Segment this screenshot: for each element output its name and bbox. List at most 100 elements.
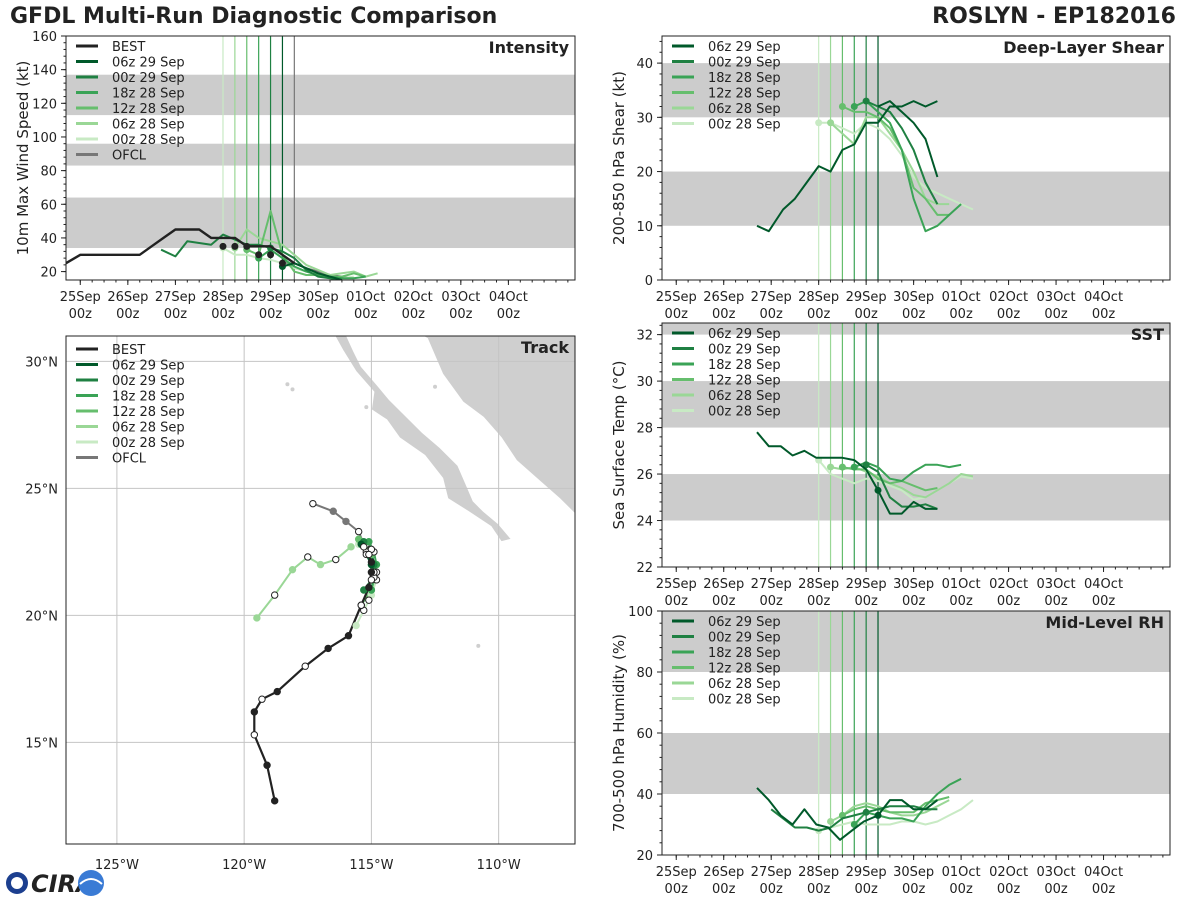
sst-xtick-label-7: 02Oct (989, 577, 1028, 592)
sst-marker-00z-29-sep-0 (862, 461, 870, 469)
track-legend-label-best: BEST (112, 343, 145, 358)
sst-ytick-label-28: 28 (636, 422, 653, 437)
sst-marker-06z-29-sep-0 (874, 486, 882, 494)
intensity-xtick-label-1: 26Sep (107, 290, 148, 305)
logo-badge-icon (78, 870, 104, 896)
intensity-xtick-sublabel-0: 00z (69, 307, 93, 322)
intensity-legend-label-12z-28-sep: 12z 28 Sep (112, 102, 185, 117)
sst-panel: 22 24 26 28 30 32 25Sep 00z 26Sep 00z 27Sep 00z 28Se… (610, 322, 1171, 609)
shear-series-06z-29-sep (756, 100, 938, 233)
shear-series-00z-28-sep (818, 121, 974, 211)
rh-xtick-sublabel-0: 00z (665, 882, 689, 897)
shear-xtick-sublabel-9: 00z (1092, 307, 1116, 322)
track-frame (65, 335, 576, 845)
shear-xtick-label-2: 27Sep (751, 290, 792, 305)
shear-ylabel: 200-850 hPa Shear (kt) (610, 71, 628, 245)
sst-ytick-label-24: 24 (636, 515, 653, 530)
intensity-ytick-label-160: 160 (32, 30, 57, 45)
intensity-marker-best-2 (243, 242, 251, 250)
shear-xtick-sublabel-7: 00z (997, 307, 1021, 322)
track-legend-label-00z-28-sep: 00z 28 Sep (112, 436, 185, 451)
shear-xtick-sublabel-2: 00z (760, 307, 784, 322)
sst-ytick-label-30: 30 (636, 375, 653, 390)
intensity-marker-best-0 (219, 242, 227, 250)
intensity-xtick-label-4: 29Sep (250, 290, 291, 305)
shear-marker-00z-29-sep-0 (862, 97, 870, 105)
cira-logo: CIRA (6, 870, 104, 898)
intensity-xtick-label-7: 02Oct (394, 290, 433, 305)
shear-legend-label-18z-28-sep: 18z 28 Sep (708, 71, 781, 86)
logo-wave-icon (79, 878, 103, 885)
track-legend-label-18z-28-sep: 18z 28 Sep (112, 390, 185, 405)
intensity-legend-label-06z-28-sep: 06z 28 Sep (112, 118, 185, 133)
intensity-xtick-label-5: 30Sep (298, 290, 339, 305)
intensity-xtick-sublabel-6: 00z (354, 307, 378, 322)
sst-xtick-sublabel-9: 00z (1092, 594, 1116, 609)
intensity-series-06z-28-sep (234, 228, 378, 278)
intensity-series-06z-29-sep (282, 262, 343, 280)
shear-marker-18z-28-sep-0 (850, 102, 858, 110)
track-point-best-10 (365, 583, 373, 592)
shear-xtick-label-8: 03Oct (1037, 290, 1076, 305)
sst-legend-label-00z-29-sep: 00z 29 Sep (708, 343, 781, 358)
rh-ytick-label-100: 100 (628, 605, 653, 620)
track-ytick-label-2: 25°N (25, 482, 58, 497)
sst-band-1 (662, 381, 1170, 428)
intensity-xtick-label-2: 27Sep (155, 290, 196, 305)
track-series-best (253, 546, 373, 802)
rh-series-18z-28-sep (853, 777, 962, 826)
shear-xtick-label-6: 01Oct (942, 290, 981, 305)
track-point-ofcl-2 (342, 517, 350, 526)
sst-legend-label-12z-28-sep: 12z 28 Sep (708, 374, 781, 389)
shear-legend-label-00z-29-sep: 00z 29 Sep (708, 56, 781, 71)
intensity-xtick-label-8: 03Oct (441, 290, 480, 305)
rh-xtick-label-9: 04Oct (1084, 865, 1123, 880)
track-point-ofcl-3 (329, 507, 337, 515)
track-panel: 125°W 120°W 115°W 110°W 15°N 20°N 25°N 30°N Trac… (25, 335, 576, 873)
rh-marker-06z-28-sep-0 (827, 817, 835, 825)
sst-xtick-sublabel-7: 00z (997, 594, 1021, 609)
track-ytick-label-0: 15°N (25, 736, 58, 751)
sst-xtick-sublabel-0: 00z (665, 594, 689, 609)
sst-legend-label-06z-29-sep: 06z 29 Sep (708, 327, 781, 342)
intensity-marker-best-3 (255, 251, 263, 259)
sst-xtick-label-2: 27Sep (751, 577, 792, 592)
shear-xtick-label-5: 30Sep (893, 290, 934, 305)
intensity-panel: 20 40 60 80 100 120 140 160 25Sep 00z 26Sep 00z 27Se… (14, 30, 576, 322)
track-point-06z-28-sep-5 (270, 591, 279, 599)
island-2 (433, 384, 438, 389)
intensity-ytick-label-60: 60 (40, 198, 57, 213)
track-xtick-label-0: 125°W (95, 858, 139, 873)
track-point-best-1 (263, 761, 271, 769)
sst-ytick-label-26: 26 (636, 468, 653, 483)
shear-xtick-label-4: 29Sep (846, 290, 887, 305)
intensity-xtick-sublabel-3: 00z (211, 307, 235, 322)
rh-band-1 (662, 611, 1170, 672)
rh-xtick-label-4: 29Sep (846, 865, 887, 880)
rh-xtick-label-0: 25Sep (656, 865, 697, 880)
track-xtick-label-3: 110°W (477, 858, 521, 873)
sst-xtick-label-6: 01Oct (942, 577, 981, 592)
land-layer (285, 336, 575, 648)
intensity-legend-label-18z-28-sep: 18z 28 Sep (112, 87, 185, 102)
intensity-series-00z-29-sep (160, 233, 343, 280)
track-point-ofcl-4 (309, 499, 317, 508)
rh-xtick-sublabel-8: 00z (1044, 882, 1068, 897)
rh-xtick-sublabel-3: 00z (807, 882, 831, 897)
rh-panel-title: Mid-Level RH (1045, 613, 1164, 632)
track-point-06z-28-sep-4 (288, 565, 297, 574)
intensity-xtick-label-9: 04Oct (489, 290, 528, 305)
rh-series-12z-28-sep (841, 796, 950, 817)
baja-landmass (334, 336, 513, 543)
sst-xtick-label-3: 28Sep (798, 577, 839, 592)
rh-xtick-sublabel-7: 00z (997, 882, 1021, 897)
track-point-best-13 (365, 550, 373, 559)
rh-ylabel: 700-500 hPa Humidity (%) (610, 634, 628, 832)
shear-legend-label-06z-28-sep: 06z 28 Sep (708, 102, 781, 117)
track-point-18z-28-sep-5 (365, 596, 373, 604)
track-point-best-5 (273, 687, 281, 696)
intensity-band-1 (66, 143, 575, 166)
shear-marker-00z-28-sep-0 (815, 119, 823, 127)
shear-xtick-sublabel-6: 00z (949, 307, 973, 322)
